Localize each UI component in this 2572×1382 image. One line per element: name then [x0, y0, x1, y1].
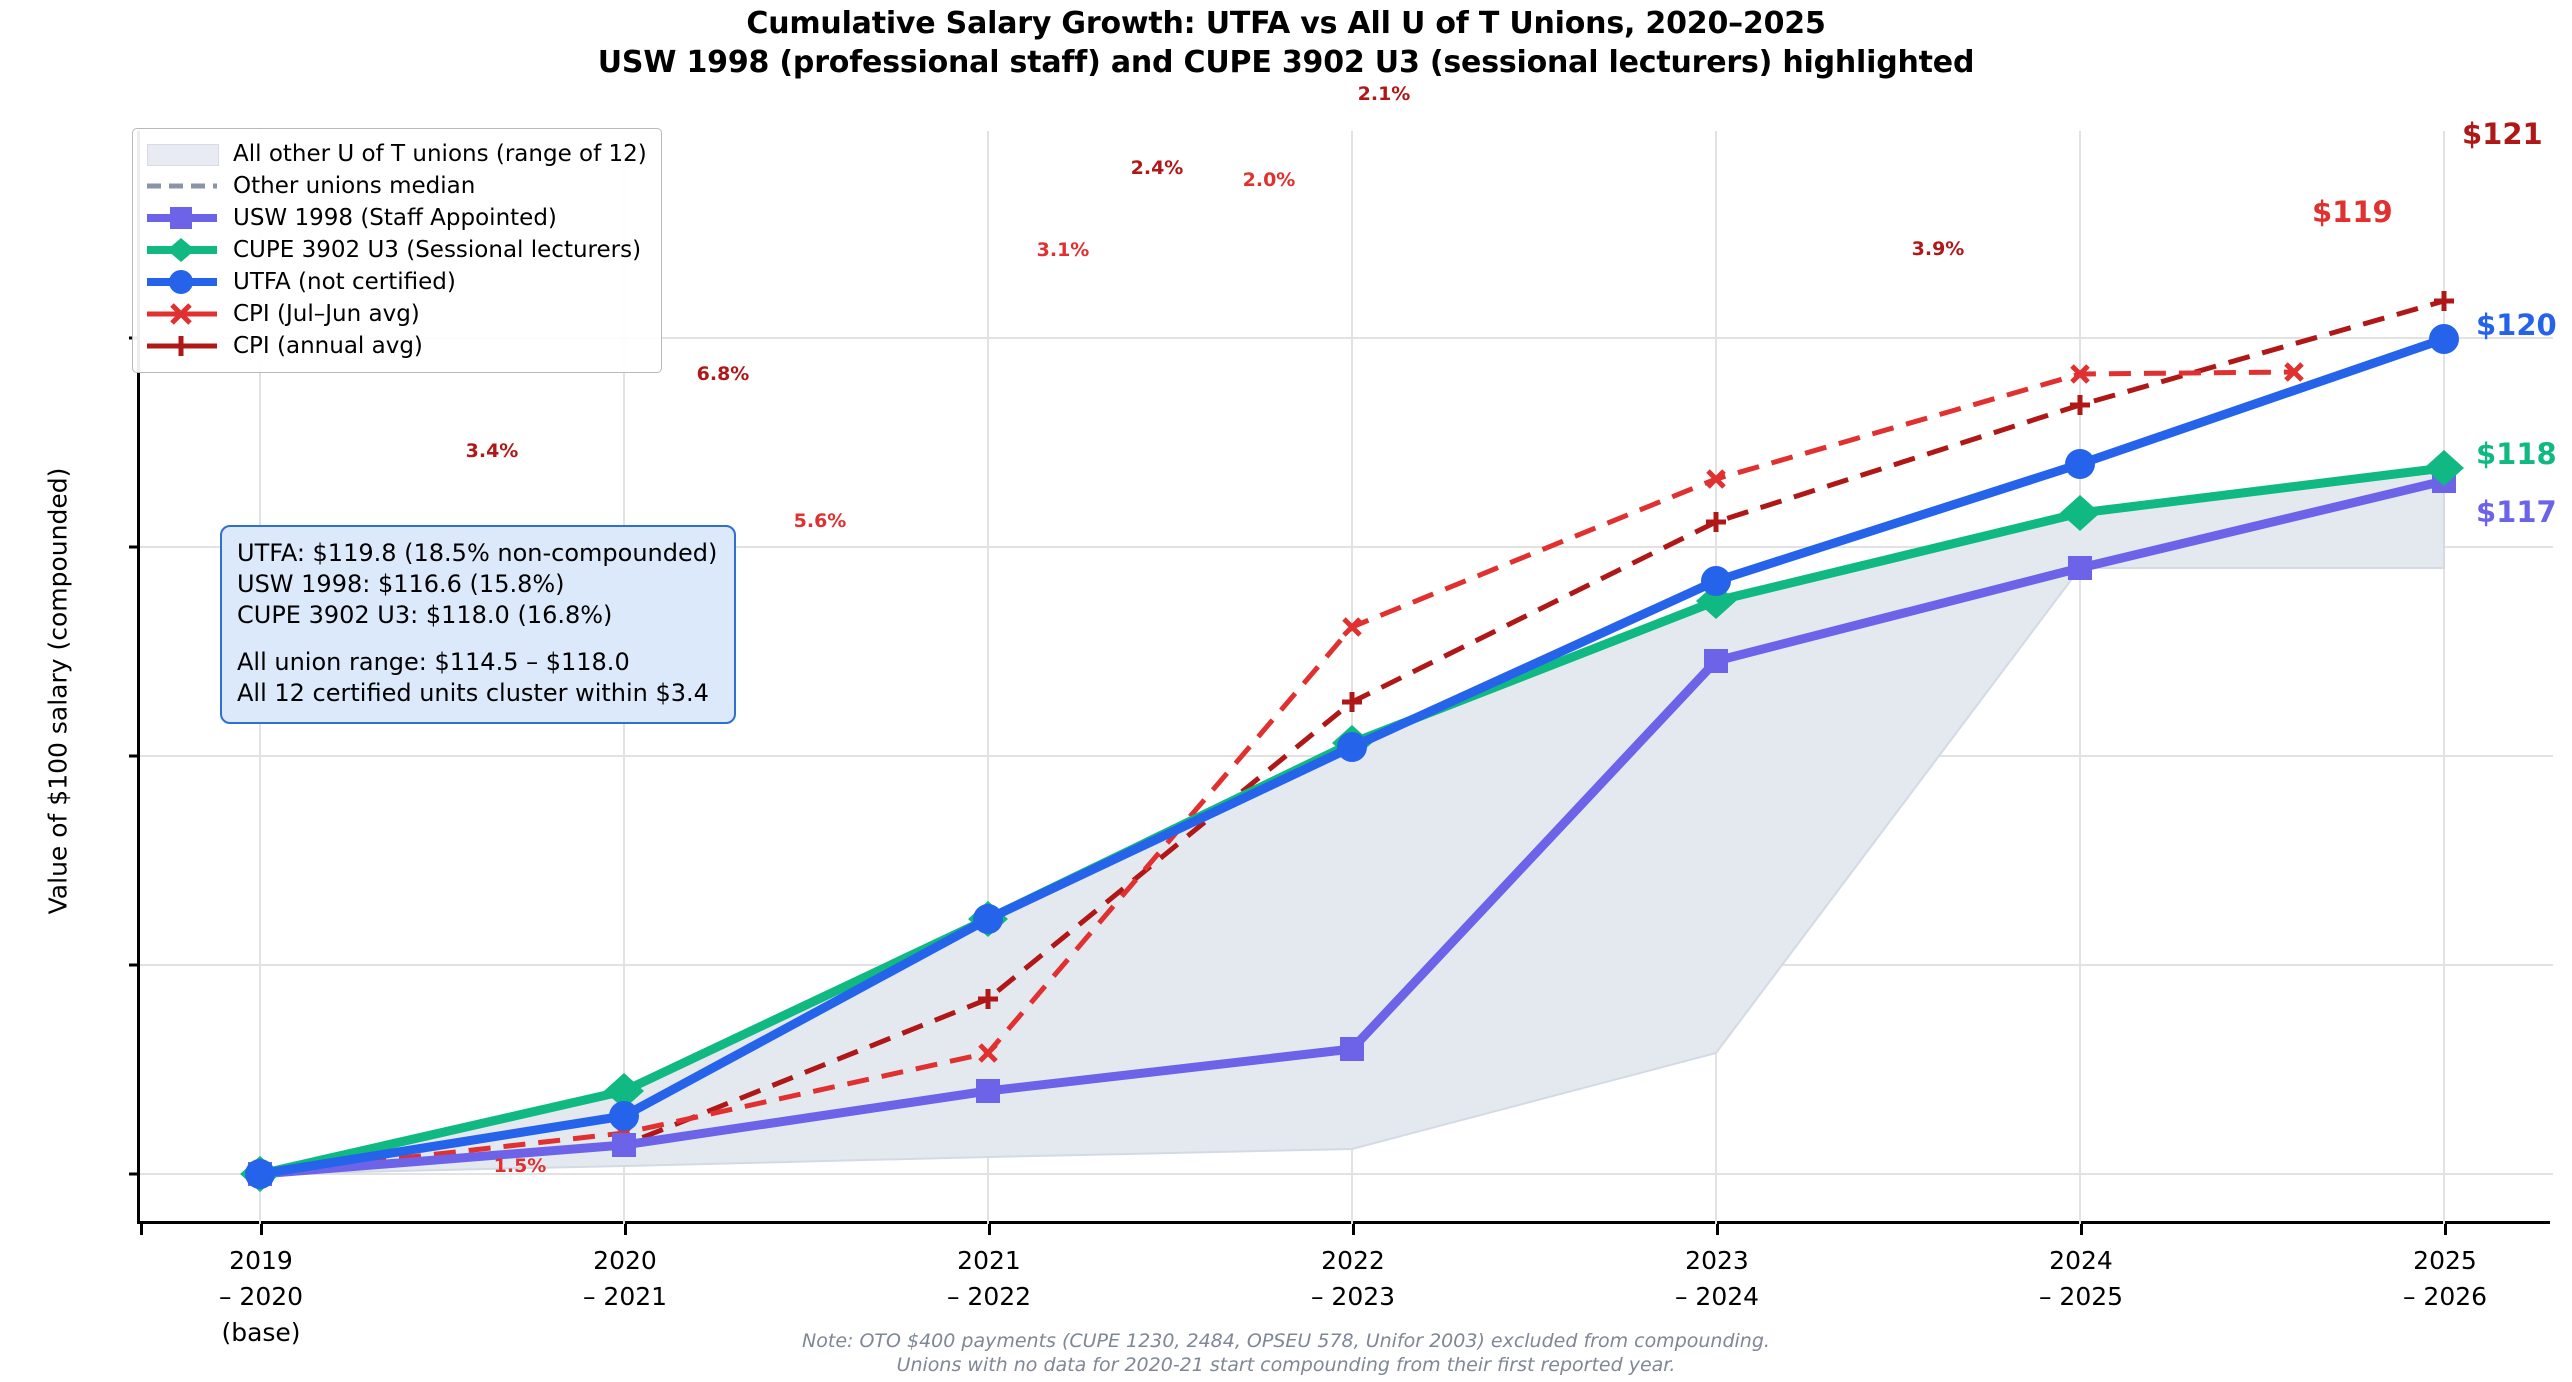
x-tick-2-line2: – 2022	[946, 1282, 1032, 1311]
x-tickmark-2	[988, 1224, 991, 1235]
legend-label-cupe-3902-u3: CUPE 3902 U3 (Sessional lecturers)	[233, 237, 642, 263]
x-tickmark-0	[260, 1224, 263, 1235]
legend-item-usw-1998[interactable]: USW 1998 (Staff Appointed)	[145, 202, 647, 234]
legend-item-median[interactable]: Other unions median	[145, 170, 647, 202]
endpoint-label-usw: $117	[2476, 495, 2557, 529]
line-square-marker-icon	[145, 205, 219, 231]
annot-line-5: All 12 certified units cluster within $3…	[237, 679, 709, 707]
x-tick-3-line2: – 2023	[1310, 1282, 1396, 1311]
title-line-1: Cumulative Salary Growth: UTFA vs All U …	[746, 6, 1826, 41]
x-tick-0-line3: (base)	[221, 1318, 301, 1347]
line-circle-marker-icon	[145, 269, 219, 295]
x-tickmark-4	[1716, 1224, 1719, 1235]
x-tickmark-3	[1352, 1224, 1355, 1235]
x-tick-0-line2: – 2020	[218, 1282, 304, 1311]
y-tickmark-105	[129, 963, 140, 967]
x-tick-0-line1: 2019	[229, 1246, 293, 1275]
legend-label-union-range: All other U of T unions (range of 12)	[233, 141, 647, 167]
dashed-plus-marker-icon	[145, 333, 219, 359]
endpoint-label-cpi-juljun: $119	[2312, 195, 2393, 229]
legend-label-usw-1998: USW 1998 (Staff Appointed)	[233, 205, 557, 231]
cpi-pct-juljun-2021: 5.6%	[793, 510, 847, 532]
chart-legend: All other U of T unions (range of 12) Ot…	[132, 128, 662, 373]
x-tickmark-5	[2080, 1224, 2083, 1235]
cpi-pct-juljun-2022: 3.1%	[1036, 239, 1090, 261]
chart-footnote: Note: OTO $400 payments (CUPE 1230, 2484…	[0, 1329, 2572, 1377]
x-tick-6-line2: – 2026	[2402, 1282, 2488, 1311]
x-tick-label-2: 2021 – 2022	[947, 1243, 1031, 1315]
line-diamond-marker-icon	[145, 237, 219, 263]
footnote-line-2: Unions with no data for 2020-21 start co…	[896, 1354, 1676, 1376]
legend-label-cpi-annual: CPI (annual avg)	[233, 333, 423, 359]
y-axis-label: Value of $100 salary (compounded)	[43, 467, 73, 915]
annot-spacer	[237, 631, 717, 647]
x-tick-5-line1: 2024	[2049, 1246, 2113, 1275]
series-utfa-markers	[245, 324, 2459, 1189]
cpi-pct-annual-2021: 3.4%	[465, 440, 519, 462]
x-tick-6-line1: 2025	[2413, 1246, 2477, 1275]
plot-area: Value of $100 salary (compounded) $100 $…	[44, 83, 2557, 1347]
footnote-line-1: Note: OTO $400 payments (CUPE 1230, 2484…	[802, 1330, 1770, 1352]
legend-item-cupe-3902-u3[interactable]: CUPE 3902 U3 (Sessional lecturers)	[145, 234, 647, 266]
cpi-pct-juljun-2023: 2.0%	[1242, 169, 1296, 191]
x-tick-4-line2: – 2024	[1674, 1282, 1760, 1311]
x-tickmark-6	[2444, 1224, 2447, 1235]
x-tick-label-1: 2020 – 2021	[583, 1243, 667, 1315]
chart-title: Cumulative Salary Growth: UTFA vs All U …	[0, 4, 2572, 82]
x-tick-2-line1: 2021	[957, 1246, 1021, 1275]
summary-annotation-box: UTFA: $119.8 (18.5% non-compounded) USW …	[220, 525, 737, 724]
annot-line-2: USW 1998: $116.6 (15.8%)	[237, 570, 565, 598]
x-tick-label-0: 2019 – 2020 (base)	[219, 1243, 303, 1351]
endpoint-label-utfa: $120	[2476, 308, 2557, 342]
legend-item-union-range[interactable]: All other U of T unions (range of 12)	[145, 138, 647, 170]
x-tick-4-line1: 2023	[1685, 1246, 1749, 1275]
x-tick-label-5: 2024 – 2025	[2039, 1243, 2123, 1315]
x-tick-1-line1: 2020	[593, 1246, 657, 1275]
x-tick-label-6: 2025 – 2026	[2403, 1243, 2487, 1315]
dashed-x-marker-icon	[145, 301, 219, 327]
cpi-pct-juljun-2020: 1.5%	[493, 1155, 547, 1177]
legend-label-median: Other unions median	[233, 173, 476, 199]
legend-label-utfa: UTFA (not certified)	[233, 269, 456, 295]
annot-line-1: UTFA: $119.8 (18.5% non-compounded)	[237, 539, 718, 567]
dashed-line-icon	[145, 173, 219, 199]
x-tick-label-4: 2023 – 2024	[1675, 1243, 1759, 1315]
x-tick-3-line1: 2022	[1321, 1246, 1385, 1275]
annot-line-4: All union range: $114.5 – $118.0	[237, 648, 630, 676]
y-tickmark-100	[129, 1172, 140, 1176]
cpi-pct-annual-2024: 2.4%	[1130, 157, 1184, 179]
annot-line-3: CUPE 3902 U3: $118.0 (16.8%)	[237, 601, 613, 629]
y-tickmark-110	[129, 754, 140, 758]
x-tickmark-1	[624, 1224, 627, 1235]
legend-item-cpi-annual[interactable]: CPI (annual avg)	[145, 330, 647, 362]
legend-item-utfa[interactable]: UTFA (not certified)	[145, 266, 647, 298]
endpoint-label-cupe: $118	[2476, 437, 2557, 471]
cpi-pct-annual-2022: 6.8%	[696, 363, 750, 385]
title-line-2: USW 1998 (professional staff) and CUPE 3…	[597, 45, 1975, 80]
legend-item-cpi-jul-jun[interactable]: CPI (Jul–Jun avg)	[145, 298, 647, 330]
endpoint-label-cpi-annual: $121	[2462, 117, 2543, 151]
cpi-pct-annual-2023: 3.9%	[1911, 238, 1965, 260]
x-tick-1-line2: – 2021	[582, 1282, 668, 1311]
band-swatch-icon	[145, 141, 219, 167]
x-tick-label-3: 2022 – 2023	[1311, 1243, 1395, 1315]
legend-label-cpi-jul-jun: CPI (Jul–Jun avg)	[233, 301, 420, 327]
x-tick-5-line2: – 2025	[2038, 1282, 2124, 1311]
cpi-pct-annual-2025: 2.1%	[1357, 83, 1411, 105]
y-tickmark-115	[129, 545, 140, 549]
